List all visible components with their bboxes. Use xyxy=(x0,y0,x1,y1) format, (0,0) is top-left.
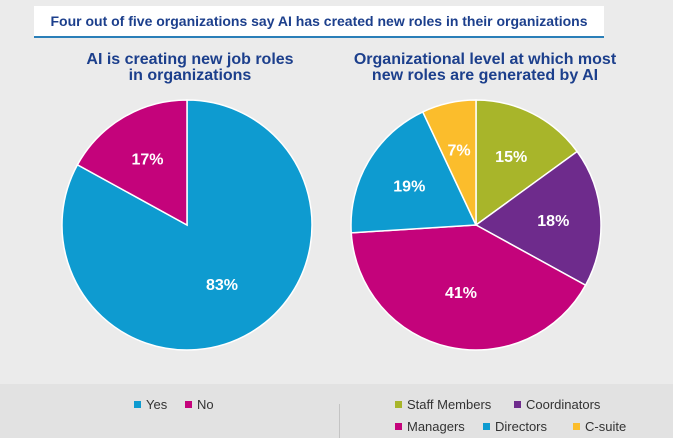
legend-label-staff-members: Staff Members xyxy=(407,397,492,412)
chart-2-label-staff-members: 15% xyxy=(495,149,527,166)
legend-label-c-suite: C-suite xyxy=(585,419,627,434)
chart-2-label-c-suite: 7% xyxy=(448,142,471,159)
chart-2-title-line-1: Organizational level at which most xyxy=(353,51,617,68)
chart-2-title: Organizational level at which most new r… xyxy=(325,52,645,84)
legend-divider xyxy=(339,404,340,438)
legend-item-coordinators: Coordinators xyxy=(514,398,600,412)
header-banner: Four out of five organizations say AI ha… xyxy=(34,6,604,38)
legend-item-managers: Managers xyxy=(395,420,465,434)
legend-swatch-staff-members xyxy=(395,401,402,408)
legend-label-yes: Yes xyxy=(146,397,168,412)
chart-2-title-line-2: new roles are generated by AI xyxy=(371,67,599,84)
legend-swatch-no xyxy=(185,401,192,408)
chart-1-slice-no xyxy=(76,99,188,227)
chart-1-title-line-2: in organizations xyxy=(128,67,252,84)
chart-1-title-line-1: AI is creating new job roles xyxy=(86,51,294,68)
legend-item-staff-members: Staff Members xyxy=(395,398,491,412)
chart-2-slice-coordinators xyxy=(474,150,602,287)
chart-2-slice-managers xyxy=(350,224,587,351)
chart-1-title: AI is creating new job roles in organiza… xyxy=(40,52,340,84)
header-title: Four out of five organizations say AI ha… xyxy=(50,13,588,29)
legend-label-managers: Managers xyxy=(407,419,465,434)
legend-item-c-suite: C-suite xyxy=(573,420,626,434)
chart-2-slice-c-suite xyxy=(421,99,477,226)
legend-item-directors: Directors xyxy=(483,420,547,434)
legend-item-no: No xyxy=(185,398,214,412)
chart-2-label-coordinators: 18% xyxy=(537,213,569,230)
chart-2-slice-staff-members xyxy=(475,99,579,227)
chart-2-label-directors: 19% xyxy=(393,179,425,196)
pie-charts: 83% 17% 15% 18% 41% 19% 7% xyxy=(61,99,602,351)
legend-label-coordinators: Coordinators xyxy=(526,397,601,412)
legend-swatch-managers xyxy=(395,423,402,430)
legend-label-no: No xyxy=(197,397,214,412)
legend-swatch-directors xyxy=(483,423,490,430)
legend-item-yes: Yes xyxy=(134,398,167,412)
legend-strip xyxy=(0,384,673,438)
chart-1-label-yes: 83% xyxy=(206,277,238,294)
legend-swatch-yes xyxy=(134,401,141,408)
chart-1-label-no: 17% xyxy=(131,151,163,168)
chart-2-slice-directors xyxy=(350,110,478,234)
legend-label-directors: Directors xyxy=(495,419,548,434)
legend-swatch-c-suite xyxy=(573,423,580,430)
legend-swatch-coordinators xyxy=(514,401,521,408)
chart-2-label-managers: 41% xyxy=(445,285,477,302)
